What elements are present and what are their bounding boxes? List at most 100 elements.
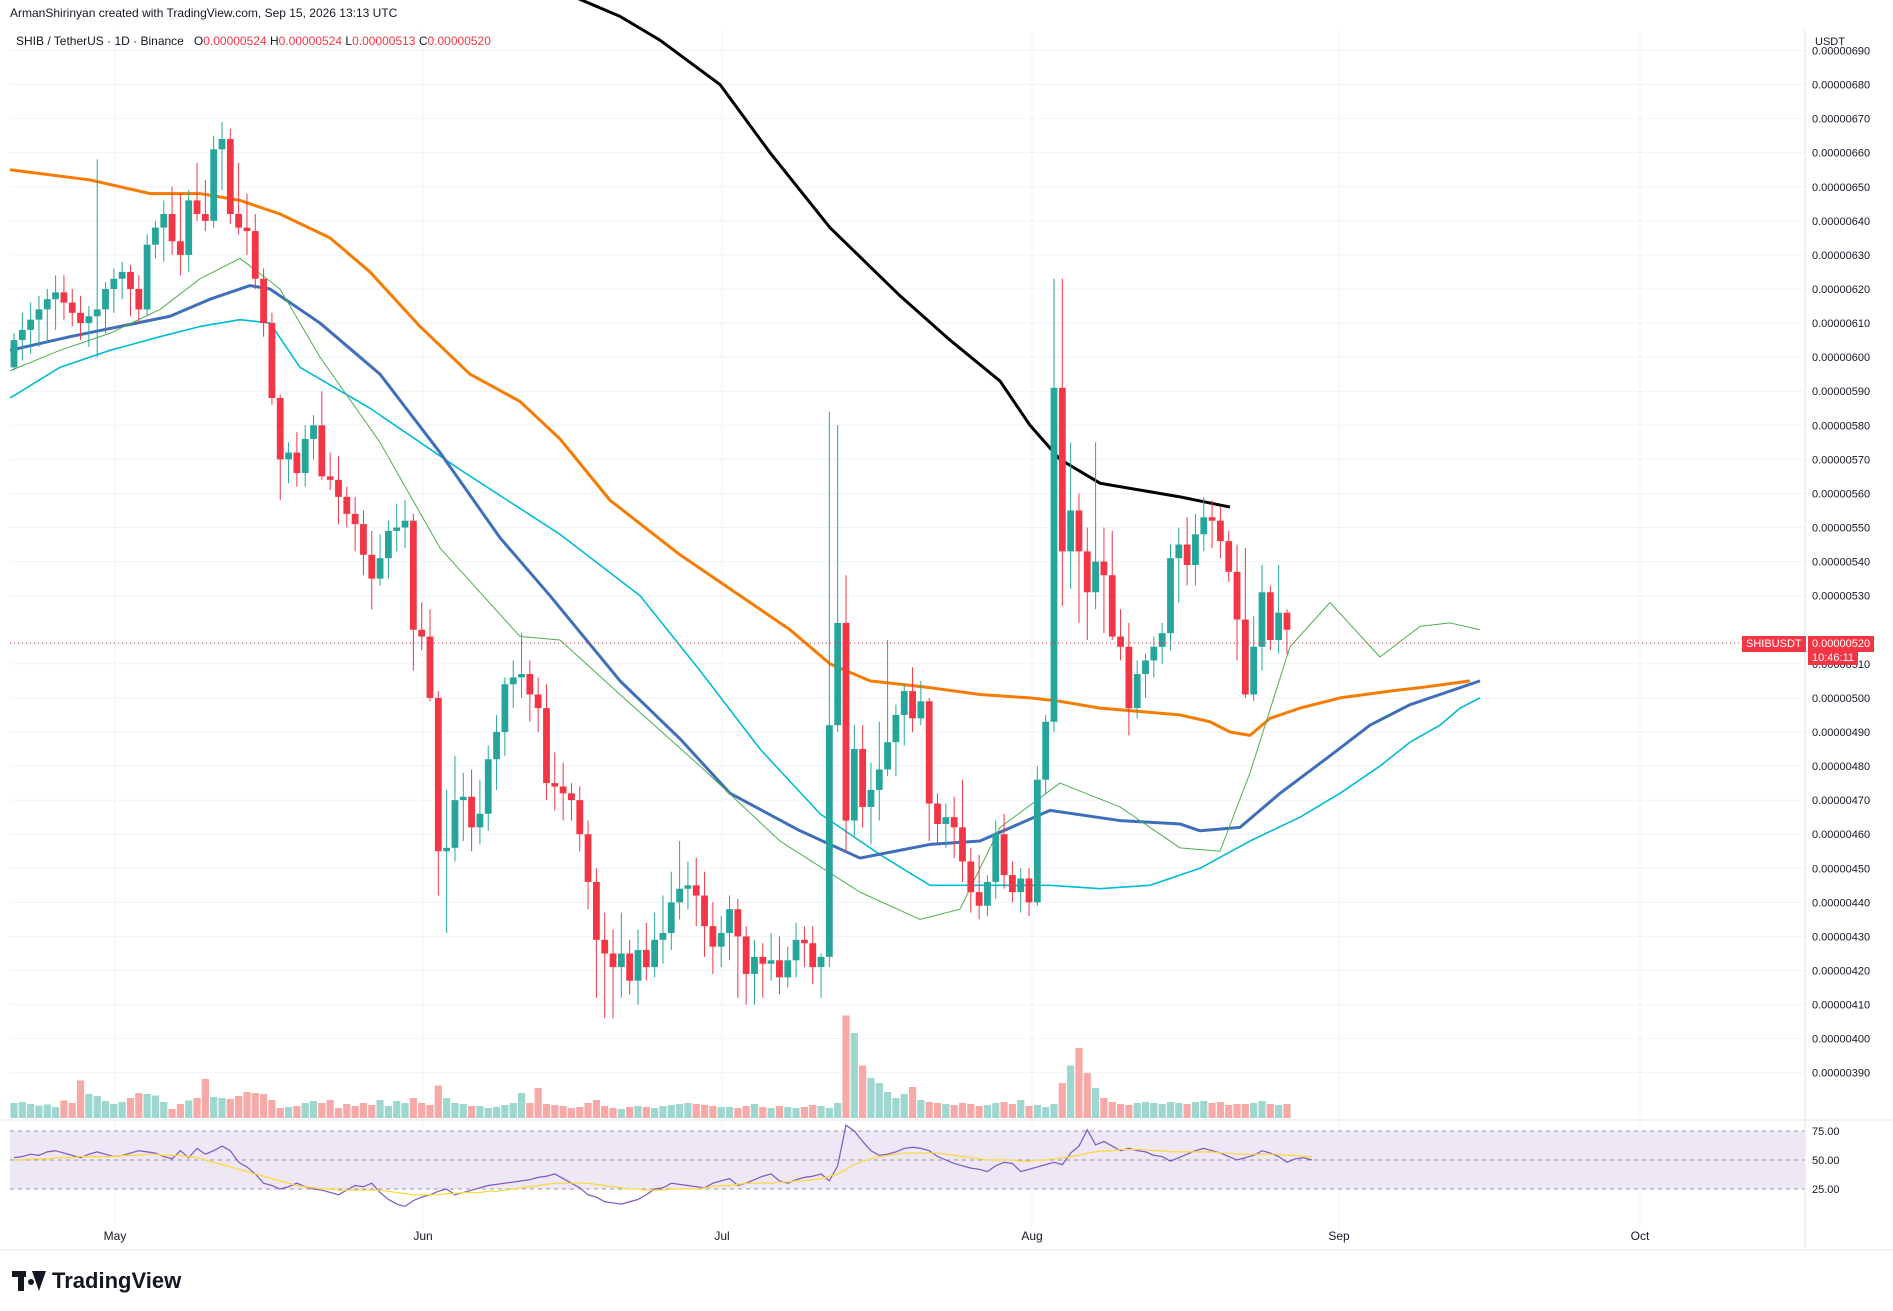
volume-bar: [950, 1105, 958, 1118]
price-tick-label: 0.00000670: [1812, 114, 1870, 126]
volume-bar: [684, 1103, 692, 1118]
candle-body: [859, 749, 867, 807]
price-tick-label: 0.00000550: [1812, 523, 1870, 535]
candle-body: [1108, 575, 1116, 637]
volume-bar: [343, 1104, 351, 1118]
candle-body: [543, 708, 550, 784]
candle-body: [701, 895, 708, 927]
price-tick-label: 0.00000490: [1812, 727, 1870, 739]
candle-body: [925, 701, 933, 804]
volume-bar: [492, 1107, 501, 1118]
candle-body: [85, 316, 93, 324]
time-axis: May Jun Jul Aug Sep Oct: [104, 1229, 1650, 1243]
candle-body: [1233, 571, 1241, 620]
volume-bar: [85, 1094, 93, 1118]
volume-bar: [509, 1103, 517, 1118]
candle-body: [518, 674, 525, 678]
candle-body: [909, 691, 916, 719]
candle-body: [493, 731, 500, 760]
volume-bar: [93, 1096, 101, 1118]
candle-body: [1042, 721, 1050, 780]
candle-body: [892, 714, 900, 743]
volume-bar: [368, 1105, 376, 1118]
high-value: 0.00000524: [278, 34, 343, 48]
volume-bar: [1116, 1104, 1125, 1118]
month-label: Sep: [1328, 1229, 1350, 1243]
volume-bar: [942, 1104, 950, 1118]
volume-bar: [1200, 1101, 1208, 1118]
volume-bar: [867, 1078, 875, 1118]
candle-body: [1241, 619, 1249, 695]
candle-body: [792, 939, 800, 961]
candle-body: [326, 476, 334, 480]
volume-bar: [52, 1107, 60, 1118]
volume-bar: [700, 1105, 709, 1118]
volume-bar: [1183, 1104, 1191, 1118]
candle-body: [576, 800, 584, 835]
candle-body: [551, 783, 559, 787]
volume-bar: [884, 1092, 892, 1118]
volume-bar: [1216, 1102, 1224, 1118]
candle-body: [1158, 633, 1166, 647]
volume-bar: [384, 1106, 392, 1118]
candle-body: [143, 244, 151, 310]
price-tick-label: 0.00000400: [1812, 1034, 1870, 1046]
volume-bar: [185, 1100, 193, 1118]
volume-bar: [318, 1103, 326, 1118]
symbol-legend[interactable]: SHIB / TetherUS · 1D · Binance O0.000005…: [16, 34, 491, 48]
candle-body: [1117, 636, 1124, 647]
candle-body: [850, 749, 858, 821]
candle-body: [593, 881, 600, 940]
volume-bar: [35, 1105, 43, 1118]
volume-bar: [468, 1106, 476, 1118]
candle-body: [942, 817, 950, 824]
candle-body: [1183, 544, 1191, 565]
volume-bar: [601, 1106, 609, 1118]
volume-bar: [243, 1092, 251, 1118]
bar-countdown: 10:46:11: [1808, 651, 1859, 665]
price-tick-label: 0.00000500: [1812, 693, 1870, 705]
candle-body: [1192, 534, 1199, 565]
candle-body: [160, 214, 168, 228]
candle-body: [609, 953, 617, 968]
candle-body: [1100, 561, 1108, 576]
volume-bar: [709, 1106, 717, 1118]
symbol-name[interactable]: SHIB / TetherUS · 1D · Binance: [16, 34, 184, 48]
candle-body: [60, 292, 68, 303]
price-tick-label: 0.00000480: [1812, 761, 1870, 773]
candle-body: [509, 677, 517, 685]
price-tick-label: 0.00000650: [1812, 182, 1870, 194]
volume-bar: [76, 1080, 85, 1118]
candle-body: [784, 960, 792, 978]
volume-bar: [775, 1106, 784, 1118]
candle-body: [950, 817, 958, 828]
ma50-line: [9, 318, 1481, 890]
volume-bar: [409, 1098, 417, 1118]
volume-bar: [859, 1065, 867, 1118]
volume-bar: [459, 1104, 467, 1118]
candle-body: [1125, 646, 1133, 709]
volume-bar: [293, 1106, 301, 1118]
candle-body: [634, 950, 642, 981]
volume-bar: [226, 1099, 234, 1118]
candle-body: [226, 139, 234, 215]
moving-averages: [9, 0, 1481, 920]
candle-body: [767, 960, 775, 964]
close-value: 0.00000520: [427, 34, 491, 48]
volume-bar: [418, 1103, 426, 1118]
candle-body: [1017, 878, 1025, 893]
candle-body: [1150, 646, 1158, 661]
price-tick-label: 0.00000590: [1812, 386, 1870, 398]
candle-body: [834, 622, 842, 726]
axis-currency-label[interactable]: USDT: [1815, 36, 1845, 48]
volume-bar: [1125, 1105, 1133, 1118]
tradingview-logo[interactable]: TradingView: [12, 1268, 181, 1294]
volume-bar: [484, 1108, 492, 1118]
candle-body: [1250, 646, 1258, 695]
volume-bar: [617, 1109, 625, 1118]
volume-bar: [1241, 1104, 1249, 1118]
volume-bar: [1233, 1104, 1241, 1118]
candle-body: [1009, 875, 1016, 893]
candle-body: [959, 827, 966, 862]
